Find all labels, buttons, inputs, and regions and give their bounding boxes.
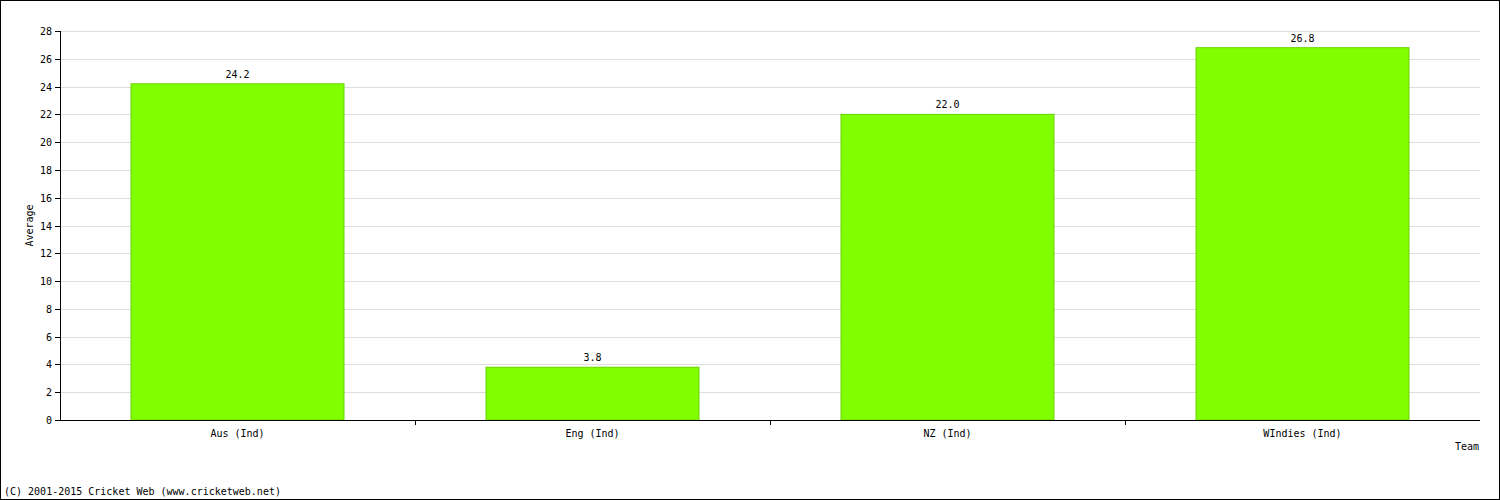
- y-tick-label: 20: [40, 137, 52, 148]
- data-label: 24.2: [225, 69, 249, 80]
- x-axis-title: Team: [1455, 441, 1479, 452]
- y-tick-label: 16: [40, 193, 52, 204]
- y-tick-label: 6: [46, 332, 52, 343]
- y-axis-title: Average: [24, 204, 35, 246]
- y-axis: [60, 31, 61, 420]
- bar: [131, 84, 344, 420]
- x-tick-label: Eng (Ind): [565, 428, 619, 439]
- frame: [1, 1, 1500, 500]
- y-tick-label: 24: [40, 82, 52, 93]
- x-tick-label: NZ (Ind): [923, 428, 971, 439]
- y-tick-label: 18: [40, 165, 52, 176]
- data-label: 26.8: [1290, 33, 1314, 44]
- y-tick-label: 22: [40, 109, 52, 120]
- y-tick: [55, 337, 60, 338]
- y-tick: [55, 114, 60, 115]
- bar: [1196, 48, 1409, 420]
- y-tick: [55, 87, 60, 88]
- y-tick: [55, 31, 60, 32]
- bar: [841, 114, 1054, 420]
- x-tick-label: Aus (Ind): [210, 428, 264, 439]
- y-tick: [55, 226, 60, 227]
- x-tick: [770, 420, 771, 425]
- grid-line: [60, 31, 1480, 32]
- x-tick-label: WIndies (Ind): [1263, 428, 1341, 439]
- y-tick: [55, 364, 60, 365]
- bar: [486, 367, 699, 420]
- y-tick: [55, 170, 60, 171]
- y-tick: [55, 281, 60, 282]
- y-tick-label: 26: [40, 54, 52, 65]
- y-tick: [55, 198, 60, 199]
- y-tick-label: 10: [40, 276, 52, 287]
- y-tick: [55, 420, 60, 421]
- x-tick: [1125, 420, 1126, 425]
- y-tick-label: 14: [40, 221, 52, 232]
- y-tick-label: 28: [40, 26, 52, 37]
- annotation: (C) 2001-2015 Cricket Web (www.cricketwe…: [4, 486, 281, 497]
- y-tick-label: 4: [46, 359, 52, 370]
- bars: [131, 48, 1409, 420]
- y-tick-label: 2: [46, 387, 52, 398]
- y-tick-label: 12: [40, 248, 52, 259]
- y-tick: [55, 142, 60, 143]
- data-label: 22.0: [935, 99, 959, 110]
- chart: 024681012141618202224262824.23.822.026.8…: [0, 0, 1500, 500]
- y-tick-label: 0: [46, 415, 52, 426]
- y-tick: [55, 59, 60, 60]
- y-tick: [55, 253, 60, 254]
- y-tick: [55, 392, 60, 393]
- x-tick: [415, 420, 416, 425]
- y-tick-label: 8: [46, 304, 52, 315]
- data-label: 3.8: [583, 352, 601, 363]
- y-tick: [55, 309, 60, 310]
